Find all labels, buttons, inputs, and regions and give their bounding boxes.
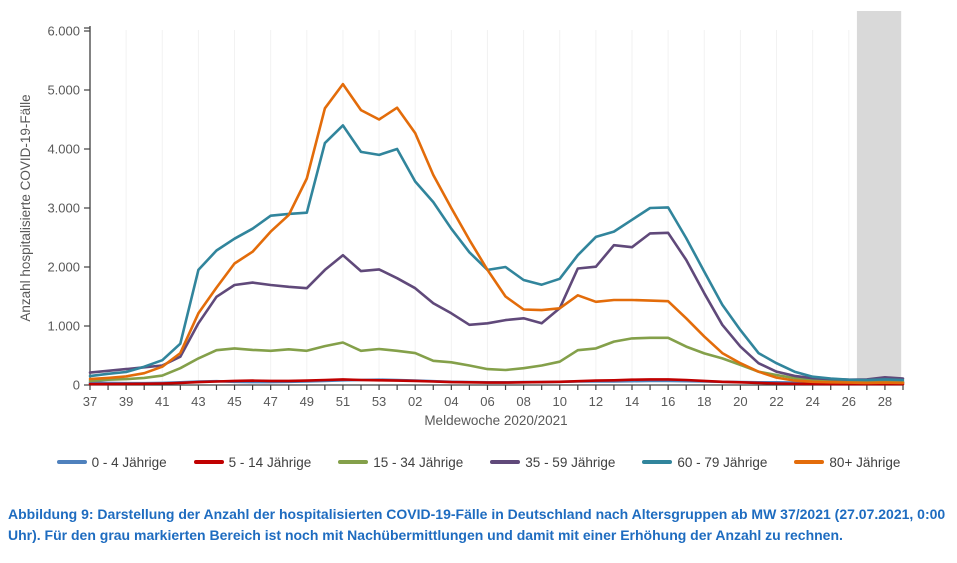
x-tick-label: 47: [263, 394, 277, 409]
y-tick-label: 2.000: [47, 260, 80, 275]
legend-marker: [490, 460, 521, 464]
legend-label: 35 - 59 Jährige: [525, 454, 616, 470]
x-tick-label: 39: [119, 394, 133, 409]
x-tick-label: 28: [878, 394, 892, 409]
x-tick-label: 12: [589, 394, 603, 409]
x-tick-label: 14: [625, 394, 639, 409]
x-tick-label: 18: [697, 394, 711, 409]
series-line-60-79Jährige: [88, 124, 905, 382]
x-tick-label: 24: [805, 394, 819, 409]
provisional-region-band: [856, 11, 902, 384]
x-tick-label: 10: [552, 394, 566, 409]
legend-item: 80+ Jährige: [794, 455, 900, 470]
legend-marker: [794, 460, 825, 464]
legend-item: 35 - 59 Jährige: [490, 455, 615, 470]
x-tick-label: 08: [516, 394, 530, 409]
x-tick-label: 20: [733, 394, 747, 409]
x-tick-label: 22: [769, 394, 783, 409]
legend-marker: [193, 460, 224, 464]
legend-marker: [642, 460, 673, 464]
x-tick-label: 53: [372, 394, 386, 409]
legend-item: 60 - 79 Jährige: [642, 455, 767, 470]
x-tick-label: 26: [842, 394, 856, 409]
y-tick-label: 0: [73, 378, 80, 393]
x-axis-title: Meldewoche 2020/2021: [424, 413, 567, 428]
legend-item: 15 - 34 Jährige: [338, 455, 463, 470]
x-tick-label: 04: [444, 394, 458, 409]
y-tick-label: 6.000: [47, 24, 80, 39]
legend-label: 60 - 79 Jährige: [677, 454, 768, 470]
legend-label: 15 - 34 Jährige: [373, 454, 464, 470]
figure-caption: Abbildung 9: Darstellung der Anzahl der …: [8, 506, 946, 543]
series-line-80+Jährige: [88, 82, 905, 385]
y-tick-label: 5.000: [47, 83, 80, 98]
x-tick-label: 16: [661, 394, 675, 409]
x-tick-label: 45: [227, 394, 241, 409]
y-tick-label: 4.000: [47, 142, 80, 157]
series-line-5-14Jährige: [88, 378, 905, 386]
chart-legend: 0 - 4 Jährige 5 - 14 Jährige 15 - 34 Jähri…: [0, 448, 957, 476]
line-chart: 0 1.000 2.000 3.000 4.000 5.000 6.000 37 39 41 43 4…: [18, 11, 905, 428]
legend-label: 0 - 4 Jährige: [91, 454, 167, 470]
legend-label: 5 - 14 Jährige: [228, 454, 312, 470]
y-tick-label: 3.000: [47, 201, 80, 216]
x-tick-label: 51: [336, 394, 350, 409]
legend-marker: [56, 460, 87, 464]
series-line-35-59Jährige: [88, 231, 905, 382]
x-tick-label: 02: [408, 394, 422, 409]
x-tick-label: 37: [83, 394, 97, 409]
legend-item: 0 - 4 Jährige: [56, 454, 167, 470]
legend-label: 80+ Jährige: [829, 454, 901, 470]
series-line-15-34Jährige: [88, 336, 905, 384]
x-tick-label: 41: [155, 394, 169, 409]
x-tick-label: 06: [480, 394, 494, 409]
y-tick-label: 1.000: [47, 319, 80, 334]
x-tick-label: 43: [191, 394, 205, 409]
y-axis-title: Anzahl hospitalisierte COVID-19-Fälle: [18, 94, 33, 321]
legend-item: 5 - 14 Jährige: [193, 454, 312, 470]
legend-marker: [338, 460, 369, 464]
x-tick-label: 49: [300, 394, 314, 409]
